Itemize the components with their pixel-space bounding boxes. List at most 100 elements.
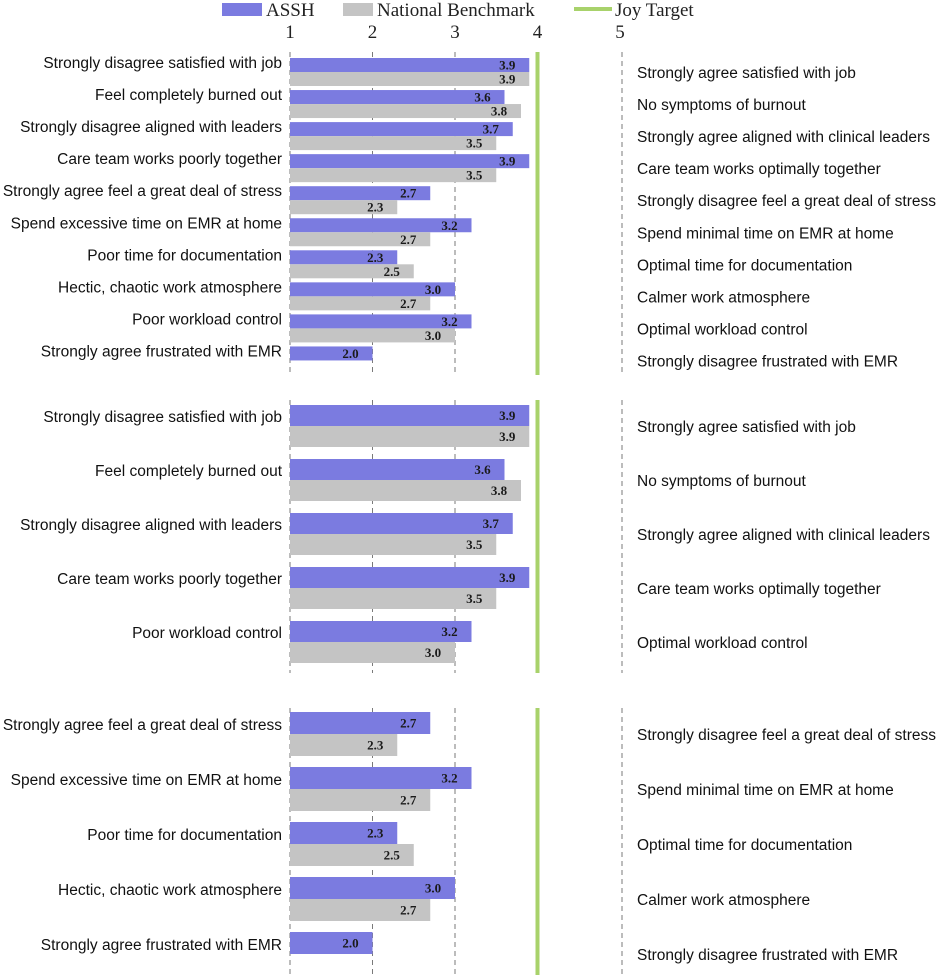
bar-assh [290, 405, 530, 426]
bar-assh [290, 186, 431, 201]
value-label: 3.2 [441, 624, 457, 639]
legend-label-target: Joy Target [615, 0, 694, 21]
value-label: 3.9 [499, 570, 516, 585]
category-label: Strongly agree frustrated with EMR [41, 343, 282, 360]
x-tick-label: 3 [450, 22, 460, 43]
value-label: 2.3 [367, 738, 384, 753]
legend-label-benchmark: National Benchmark [377, 0, 535, 21]
value-label: 2.7 [400, 186, 417, 201]
value-label: 3.6 [474, 462, 491, 477]
value-label: 3.8 [491, 104, 508, 119]
category-label: Poor time for documentation [87, 247, 282, 264]
right-label: Optimal time for documentation [637, 837, 852, 854]
bar-assh [290, 621, 472, 642]
bar-benchmark [290, 844, 414, 866]
right-label: Strongly disagree frustrated with EMR [637, 947, 898, 964]
value-label: 2.7 [400, 903, 417, 918]
value-label: 3.0 [425, 328, 441, 343]
bar-benchmark [290, 296, 431, 311]
right-label: Strongly agree satisfied with job [637, 419, 856, 436]
right-label: Strongly agree aligned with clinical lea… [637, 129, 930, 146]
category-label: Strongly agree frustrated with EMR [41, 937, 282, 954]
value-label: 3.5 [466, 168, 483, 183]
category-label: Strongly disagree aligned with leaders [20, 517, 282, 534]
bar-assh [290, 877, 455, 899]
right-label: Optimal workload control [637, 321, 808, 338]
value-label: 2.3 [367, 826, 384, 841]
bar-assh [290, 513, 513, 534]
bar-benchmark [290, 480, 521, 501]
value-label: 3.5 [466, 136, 483, 151]
bar-assh [290, 154, 530, 169]
value-label: 3.2 [441, 314, 457, 329]
right-label: Spend minimal time on EMR at home [637, 782, 894, 799]
right-label: Calmer work atmosphere [637, 289, 810, 306]
value-label: 2.5 [384, 264, 401, 279]
value-label: 2.5 [384, 848, 401, 863]
category-label: Hectic, chaotic work atmosphere [58, 882, 282, 899]
value-label: 3.2 [441, 771, 457, 786]
value-label: 3.9 [499, 72, 516, 87]
value-label: 3.5 [466, 537, 483, 552]
category-label: Hectic, chaotic work atmosphere [58, 279, 282, 296]
right-label: Calmer work atmosphere [637, 892, 810, 909]
x-axis-tick-labels: 1 2 3 4 5 [285, 22, 625, 43]
right-label: Strongly agree satisfied with job [637, 65, 856, 82]
category-label: Strongly disagree satisfied with job [43, 55, 282, 72]
bar-assh [290, 712, 431, 734]
value-label: 3.5 [466, 591, 483, 606]
category-label: Strongly agree feel a great deal of stre… [3, 183, 282, 200]
bar-benchmark [290, 104, 521, 119]
bar-benchmark [290, 899, 431, 921]
bar-benchmark [290, 789, 431, 811]
x-tick-label: 1 [285, 22, 295, 43]
value-label: 3.8 [491, 483, 508, 498]
value-label: 3.9 [499, 429, 516, 444]
bar-benchmark [290, 264, 414, 279]
bar-assh [290, 567, 530, 588]
value-label: 2.7 [400, 793, 417, 808]
value-label: 3.2 [441, 218, 457, 233]
bar-assh [290, 822, 398, 844]
x-tick-label: 2 [368, 22, 378, 43]
bar-benchmark [290, 168, 497, 183]
right-label: Strongly disagree feel a great deal of s… [637, 193, 936, 210]
value-label: 2.3 [367, 200, 384, 215]
value-label: 2.3 [367, 250, 384, 265]
right-label: Care team works optimally together [637, 161, 881, 178]
panel-3: Strongly agree feel a great deal of stre… [3, 708, 936, 975]
bar-assh [290, 218, 472, 233]
value-label: 2.7 [400, 716, 417, 731]
bar-assh [290, 314, 472, 329]
bar-benchmark [290, 588, 497, 609]
legend-swatch-benchmark [343, 3, 373, 16]
bar-assh [290, 932, 373, 954]
chart-panels: Strongly disagree satisfied with job Stro… [3, 52, 936, 975]
value-label: 2.0 [342, 936, 358, 951]
x-tick-label: 4 [533, 22, 543, 43]
bar-benchmark [290, 534, 497, 555]
bar-benchmark [290, 642, 455, 663]
value-label: 2.0 [342, 346, 358, 361]
bar-benchmark [290, 734, 398, 756]
category-label: Spend excessive time on EMR at home [11, 772, 282, 789]
right-label: Optimal time for documentation [637, 257, 852, 274]
bar-assh [290, 459, 505, 480]
legend-swatch-assh [222, 3, 262, 16]
bar-benchmark [290, 136, 497, 151]
right-label: No symptoms of burnout [637, 97, 807, 114]
bar-assh [290, 250, 398, 265]
category-label: Feel completely burned out [95, 87, 283, 104]
value-label: 3.7 [483, 516, 500, 531]
bar-benchmark [290, 328, 455, 343]
category-label: Care team works poorly together [57, 571, 282, 588]
bar-assh [290, 58, 530, 72]
category-label: Poor workload control [132, 311, 282, 328]
legend-label-assh: ASSH [266, 0, 315, 21]
value-label: 3.6 [474, 90, 491, 105]
right-label: Care team works optimally together [637, 581, 881, 598]
bar-assh [290, 767, 472, 789]
value-label: 3.9 [499, 58, 516, 73]
bar-assh [290, 90, 505, 105]
